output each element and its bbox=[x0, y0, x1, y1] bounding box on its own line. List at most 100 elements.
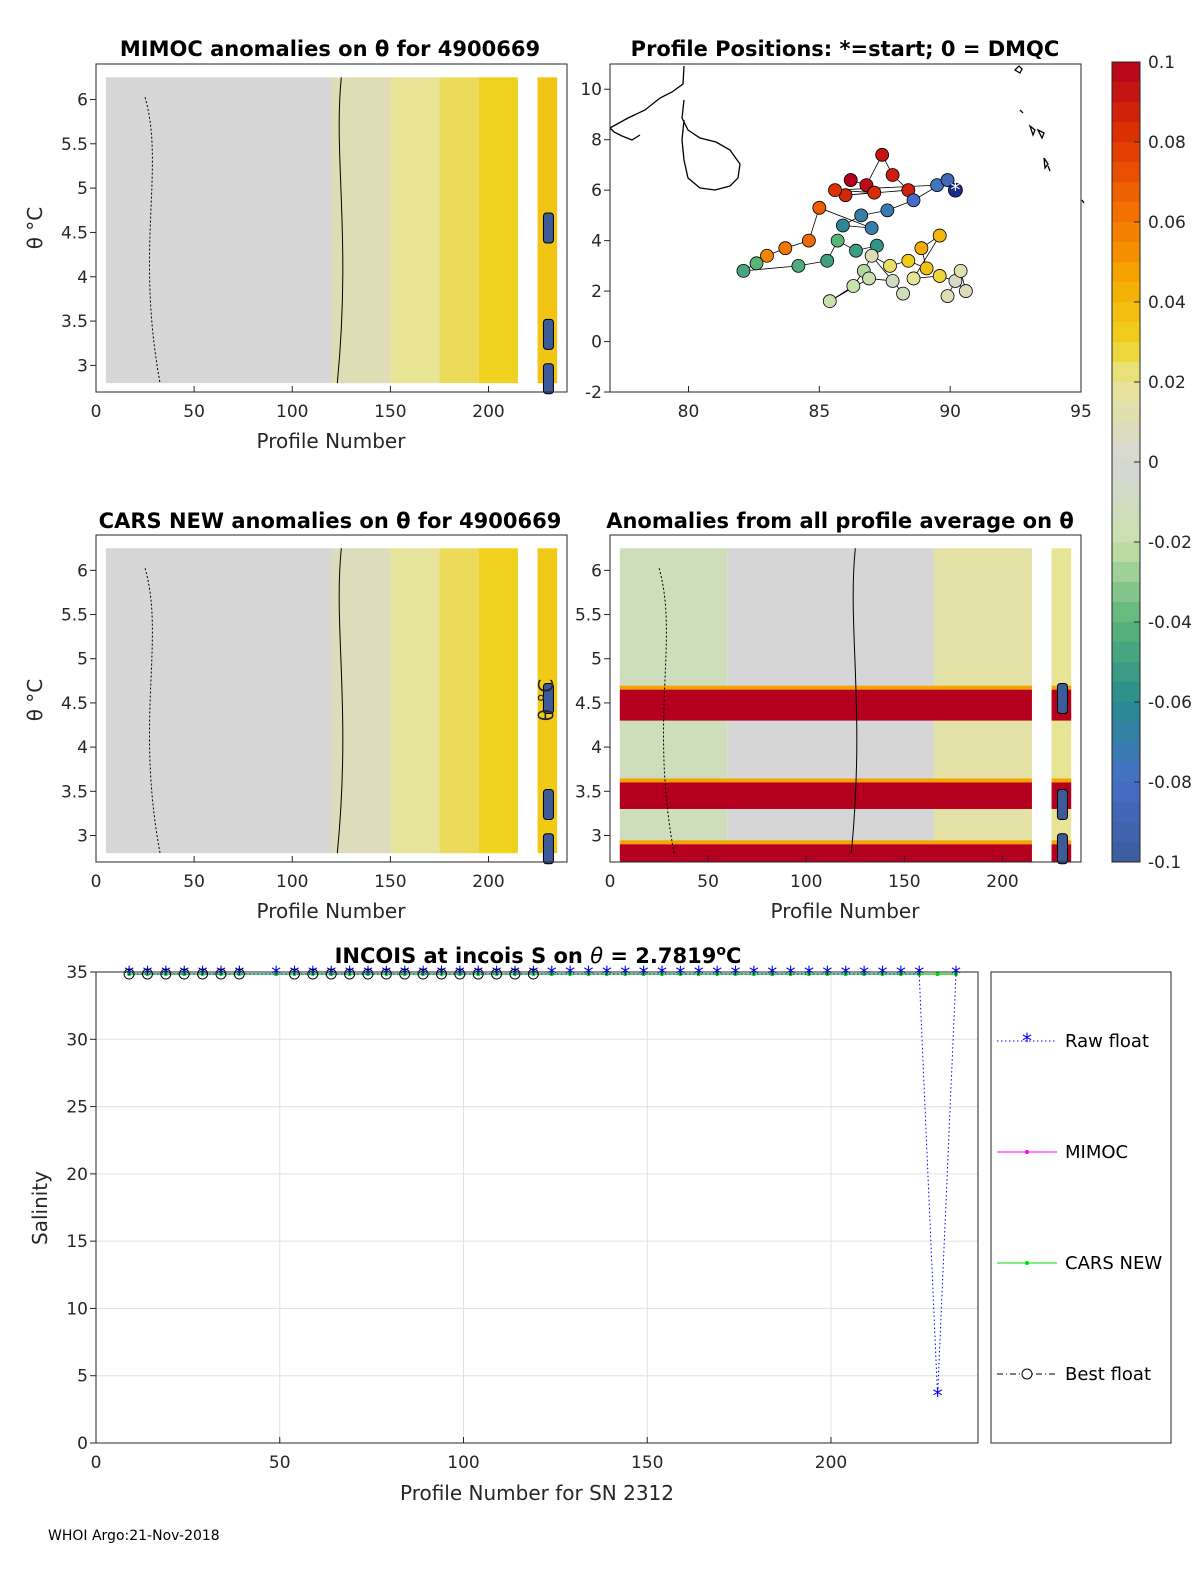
raw-float-point: * bbox=[749, 962, 759, 986]
colorbar-tick-label: 0.04 bbox=[1148, 293, 1186, 313]
best-float-point bbox=[454, 968, 466, 980]
y-tick-label: 5 bbox=[77, 179, 88, 199]
raw-float-point: * bbox=[326, 962, 336, 986]
colorbar-step bbox=[1112, 422, 1140, 443]
raw-float-point: * bbox=[841, 962, 851, 986]
raw-float-point: * bbox=[804, 962, 814, 986]
positions-panel: Profile Positions: *=start; 0 = DMQC * 1… bbox=[580, 37, 1091, 422]
colorbar-step bbox=[1112, 262, 1140, 283]
x-tick-label: 150 bbox=[374, 402, 406, 422]
mimoc-title: MIMOC anomalies on θ for 4900669 bbox=[120, 37, 540, 61]
cars-point bbox=[898, 972, 903, 977]
colorbar-step bbox=[1112, 762, 1140, 783]
best-float-point bbox=[399, 968, 411, 980]
y-tick-label: 4 bbox=[77, 268, 88, 288]
profile-position-point bbox=[932, 269, 947, 283]
x-tick-label: 85 bbox=[809, 402, 831, 422]
raw-float-point: * bbox=[657, 962, 667, 986]
best-float-point bbox=[344, 968, 356, 980]
colorbar-step bbox=[1112, 302, 1140, 323]
negative-patch bbox=[1056, 683, 1068, 714]
cars-x-ticks: 0 50 100 150 200 bbox=[91, 856, 505, 892]
allavg-xlabel: Profile Number bbox=[771, 899, 921, 923]
colorbar-step bbox=[1112, 222, 1140, 243]
y-tick-label: 4.5 bbox=[575, 694, 602, 714]
cars-panel: CARS NEW anomalies on θ for 4900669 6 5.5… bbox=[23, 509, 568, 923]
y-tick-label: 6 bbox=[77, 561, 88, 581]
raw-float-point: * bbox=[528, 962, 538, 986]
raw-float-point: * bbox=[289, 962, 299, 986]
raw-float-point: * bbox=[730, 962, 740, 986]
x-tick-label: 0 bbox=[91, 872, 102, 892]
legend-label: MIMOC bbox=[1065, 1142, 1128, 1163]
negative-patch bbox=[542, 212, 554, 244]
profile-position-point bbox=[906, 193, 921, 208]
profile-position-point bbox=[828, 183, 842, 198]
colorbar-step bbox=[1112, 122, 1140, 143]
colorbar-step bbox=[1112, 202, 1140, 223]
legend-label: Best float bbox=[1065, 1364, 1151, 1385]
best-float-point bbox=[472, 968, 484, 980]
profile-position-point bbox=[958, 284, 973, 298]
cars-point bbox=[549, 972, 554, 977]
theta-band-edge bbox=[619, 840, 1032, 845]
x-tick-label: 150 bbox=[631, 1453, 663, 1473]
best-float-point bbox=[160, 968, 172, 980]
best-float-point bbox=[527, 968, 539, 980]
positions-x-ticks: 80 85 90 95 bbox=[678, 386, 1092, 422]
best-float-point bbox=[288, 968, 300, 980]
cars-point bbox=[825, 972, 830, 977]
x-tick-label: 150 bbox=[374, 872, 406, 892]
y-tick-label: 3.5 bbox=[61, 782, 88, 802]
colorbar-tick-label: -0.04 bbox=[1148, 613, 1192, 633]
coastline bbox=[609, 65, 741, 191]
cars-point bbox=[512, 972, 517, 977]
y-tick-label: 4 bbox=[591, 738, 602, 758]
colorbar-step bbox=[1112, 62, 1140, 83]
raw-float-point: * bbox=[620, 962, 630, 986]
colorbar-step bbox=[1112, 242, 1140, 263]
y-tick-label: 4 bbox=[77, 738, 88, 758]
colorbar-tick-label: -0.08 bbox=[1148, 773, 1192, 793]
colorbar-tick-label: 0.08 bbox=[1148, 133, 1186, 153]
profile-position-point bbox=[932, 228, 947, 243]
salinity-title: INCOIS at incois S on θ = 2.7819oC bbox=[335, 943, 742, 968]
y-tick-label: 15 bbox=[66, 1232, 88, 1252]
colorbar-step bbox=[1112, 462, 1140, 483]
x-tick-label: 50 bbox=[183, 872, 205, 892]
profile-position-point bbox=[846, 279, 861, 293]
y-tick-label: 35 bbox=[66, 963, 88, 983]
best-float-point bbox=[362, 968, 374, 980]
colorbar-step bbox=[1112, 562, 1140, 583]
salinity-x-ticks: 0 50 100 150 200 bbox=[91, 1437, 847, 1473]
best-float-point bbox=[417, 968, 429, 980]
y-tick-label: 5 bbox=[591, 650, 602, 670]
cars-title: CARS NEW anomalies on θ for 4900669 bbox=[99, 509, 562, 533]
theta-band bbox=[619, 689, 1032, 721]
y-tick-label: 20 bbox=[66, 1165, 88, 1185]
best-float-point bbox=[325, 968, 337, 980]
y-tick-label: 5.5 bbox=[61, 606, 88, 626]
profile-position-point bbox=[901, 253, 916, 268]
x-tick-label: 95 bbox=[1070, 402, 1092, 422]
contour-zero bbox=[850, 548, 858, 854]
allavg-axes-box bbox=[609, 534, 1082, 863]
x-tick-label: 100 bbox=[276, 402, 308, 422]
profile-position-point bbox=[835, 218, 850, 233]
colorbar-tick-label: 0 bbox=[1148, 453, 1159, 473]
best-float-point bbox=[197, 968, 209, 980]
cars-point bbox=[494, 972, 499, 977]
y-tick-label: 3.5 bbox=[61, 312, 88, 332]
best-float-point bbox=[233, 968, 245, 980]
negative-patch bbox=[542, 789, 554, 821]
profile-position-point bbox=[801, 233, 816, 248]
x-tick-label: 100 bbox=[447, 1453, 479, 1473]
raw-float-point: * bbox=[951, 962, 961, 986]
profile-position-point bbox=[875, 147, 890, 162]
raw-float-point: * bbox=[345, 962, 355, 986]
legend-marker: * bbox=[1022, 1029, 1032, 1053]
allavg-plot-area bbox=[619, 548, 1072, 865]
colorbar-step bbox=[1112, 842, 1140, 863]
raw-float-point: * bbox=[492, 962, 502, 986]
cars-axes-box bbox=[95, 534, 568, 863]
